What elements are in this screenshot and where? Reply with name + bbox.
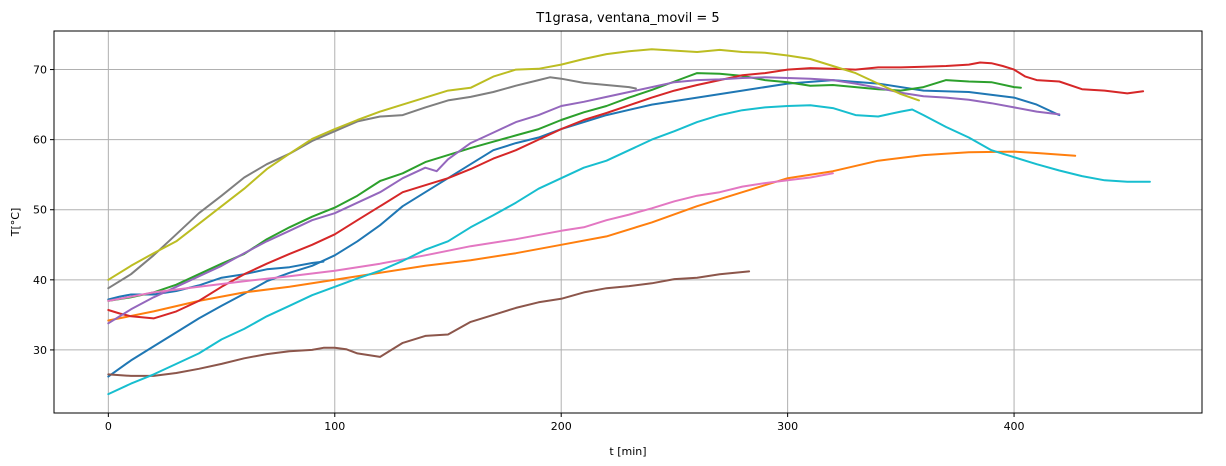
plot-frame bbox=[53, 30, 1203, 414]
y-axis-label: T[°C] bbox=[9, 208, 22, 237]
x-tick-label: 300 bbox=[777, 420, 798, 433]
series-line-8 bbox=[107, 172, 834, 302]
series-line-2 bbox=[107, 79, 1061, 378]
y-tick-label: 40 bbox=[33, 274, 47, 287]
x-tick-label: 400 bbox=[1004, 420, 1025, 433]
x-axis-label: t [min] bbox=[609, 445, 646, 458]
x-tick-label: 100 bbox=[324, 420, 345, 433]
y-tick-label: 50 bbox=[33, 204, 47, 217]
series-line-3 bbox=[107, 150, 1077, 322]
series-line-11 bbox=[107, 104, 1151, 396]
series-line-6 bbox=[107, 76, 1061, 325]
x-tick-label: 200 bbox=[551, 420, 572, 433]
x-tick-label: 0 bbox=[105, 420, 112, 433]
series-line-9 bbox=[107, 76, 637, 290]
y-tick-label: 30 bbox=[33, 344, 47, 357]
y-tick-label: 60 bbox=[33, 134, 47, 147]
series-line-7 bbox=[107, 270, 751, 377]
axis-ticks: 0 100 200 300 400 30 40 50 60 70 bbox=[33, 64, 1025, 433]
y-tick-label: 70 bbox=[33, 64, 47, 77]
series-line-10 bbox=[107, 48, 920, 281]
series-line-1 bbox=[107, 260, 325, 301]
series-line-5 bbox=[107, 61, 1145, 320]
series-lines bbox=[107, 48, 1151, 396]
grid-lines bbox=[54, 31, 1202, 413]
chart-title: T1grasa, ventana_movil = 5 bbox=[535, 11, 719, 26]
